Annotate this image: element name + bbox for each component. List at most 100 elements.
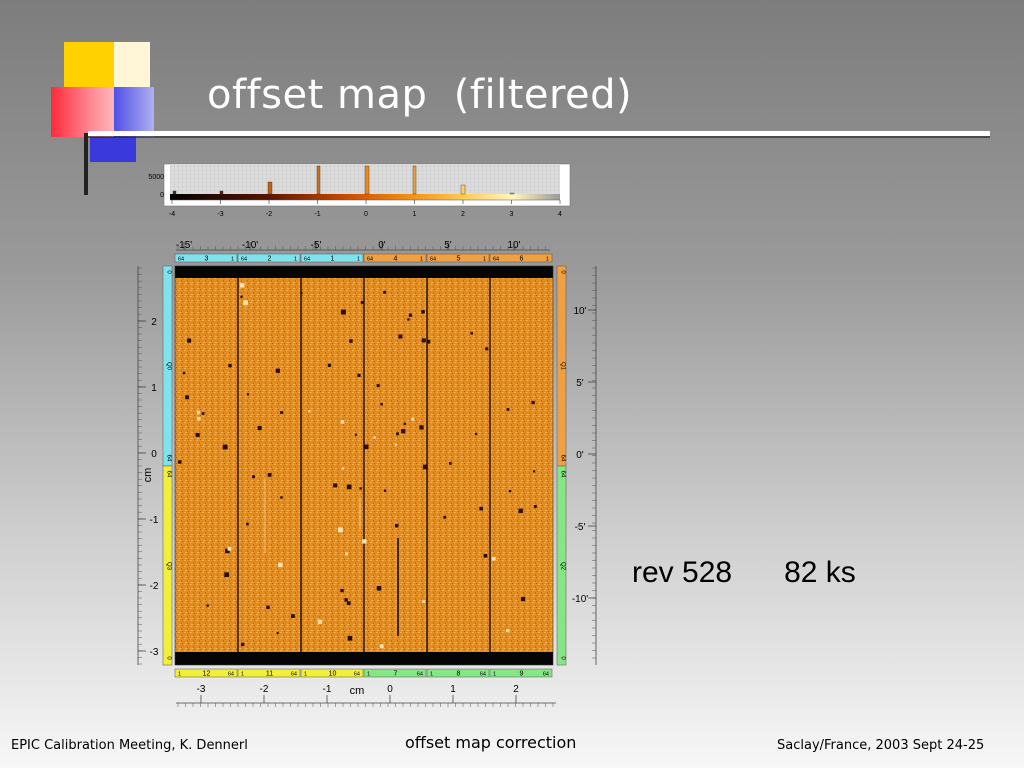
pixel-defect [187,338,192,343]
pixel-defect [340,309,346,315]
top-tick-label: -5' [311,240,322,251]
right-tick-label: -5' [575,522,586,533]
pixel-defect [508,490,512,493]
footer-right: Saclay/France, 2003 Sept 24-25 [777,738,985,753]
pixel-defect [383,489,387,492]
ccd-label-number: 1 [331,256,335,263]
ccd-label-box [300,253,364,263]
histogram-bar [172,190,177,195]
pixel-defect [340,588,344,593]
pixel-defect [383,290,387,294]
quadrant-label: 64 [166,471,172,478]
pixel-defect [241,642,245,647]
pixel-defect [239,283,245,288]
histogram-bar [460,184,466,195]
ccd-label-left: 1 [430,672,433,678]
ccd-label-right: 1 [231,257,234,263]
histogram-bar [364,165,370,195]
pixel-defect [411,417,415,421]
ccd-label-right: 1 [483,257,486,263]
ccd-label-number: 11 [266,671,273,678]
quadrant-label: Q3 [166,562,172,571]
ccd-label-number: 10 [329,671,337,678]
ccd-label-left: 1 [241,672,244,678]
hist-xtick-label: -3 [217,211,223,218]
pixel-defect [346,484,352,490]
pixel-defect [197,417,201,421]
pixel-defect [394,523,399,528]
pixel-defect [222,444,228,450]
ccd-label-left: 64 [304,257,310,263]
pixel-defect [178,460,182,464]
quadrant-label: 64 [560,455,566,462]
pixel-defect [363,444,369,450]
histogram-bar [509,192,515,195]
quadrant-box-lower [556,465,567,666]
ccd-label-left: 64 [241,257,247,263]
right-quadrant-bar: 0 Q1 64 64 Q2 0 [556,265,567,666]
left-tick-label: -2 [150,581,159,592]
ccd-label-left: 1 [367,672,370,678]
hist-xtick-label: -1 [314,211,320,218]
ccd-label-box [489,668,553,678]
ccd-label-box [174,253,238,263]
pixel-defect [408,313,413,317]
pixel-defect [506,408,510,411]
top-tick-label: -15' [176,240,192,251]
histogram-bar [316,165,321,195]
pixel-defect [278,562,283,568]
pixel-defect [474,432,478,436]
bottom-ccd-labels: 1 12 64 1 11 64 1 10 64 1 7 64 1 8 64 1 9 64 [174,668,553,678]
pixel-defect [346,601,351,606]
pixel-defect [280,411,284,415]
pixel-defect [421,338,426,343]
pixel-defect [520,596,526,602]
quadrant-label: Q1 [560,362,566,371]
ccd-label-right: 64 [354,672,360,678]
pixel-defect [280,496,283,499]
ccd-label-right: 64 [417,672,423,678]
pixel-defect [483,554,488,558]
hist-xtick-label: 2 [461,211,465,218]
pixel-defect [506,628,510,633]
histogram-bar [267,181,273,195]
footer-left: EPIC Calibration Meeting, K. Dennerl [11,738,248,753]
pixel-defect [347,635,353,641]
quadrant-label: Q0 [166,362,172,371]
pixel-defect [206,604,209,607]
pixel-defect [376,586,382,591]
ccd-label-number: 12 [203,671,211,678]
pixel-defect [533,504,537,508]
ccd-label-left: 1 [178,672,181,678]
bottom-axis-unit: cm [350,685,365,697]
ccd-label-number: 4 [394,256,398,263]
left-cm-ruler: 2 1 0 -1 -2 -3 cm [137,266,159,665]
pixel-defect [354,433,357,436]
bottom-tick-label: -2 [260,684,269,695]
pixel-defect [379,644,384,649]
quadrant-label: 0 [560,656,566,660]
ccd-label-number: 6 [520,256,524,263]
offset-map [174,265,554,666]
ccd-label-number: 7 [394,671,398,678]
footer-center: offset map correction [405,733,577,752]
ccd-label-right: 1 [294,257,297,263]
ccd-label-number: 8 [457,671,461,678]
quadrant-label: 0 [560,270,566,274]
pixel-defect [380,402,383,406]
pixel-defect [333,483,338,488]
pixel-defect [373,436,376,439]
hist-xtick-label: 4 [558,211,562,218]
left-quadrant-bar: 0 Q0 64 64 Q3 0 [162,265,173,666]
pixel-defect [243,300,249,306]
pixel-defect [338,527,343,533]
top-tick-label: -10' [242,240,258,251]
pixel-defect [246,393,250,396]
pixel-defect [349,339,353,343]
top-tick-label: 0' [378,240,386,251]
left-tick-label: -3 [150,647,159,658]
pixel-defect [224,572,229,578]
pixel-defect [422,600,426,603]
pixel-defect [443,515,447,519]
hist-xtick-label: -4 [169,211,175,218]
